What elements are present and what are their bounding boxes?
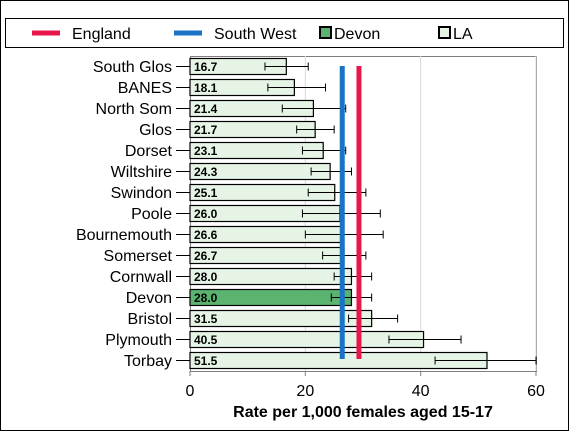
data-label: 28.0 xyxy=(194,270,218,284)
data-label: 26.0 xyxy=(194,207,218,221)
data-label: 26.7 xyxy=(194,249,218,263)
category-label: Cornwall xyxy=(110,269,172,286)
data-labels: 16.7 18.1 21.4 21.7 23.1 24.3 25.1 26.0 26.6 26.7… xyxy=(194,60,218,368)
category-label: North Som xyxy=(96,101,172,118)
legend: England South West Devon LA xyxy=(32,26,473,43)
data-label: 40.5 xyxy=(194,333,218,347)
category-label: Wiltshire xyxy=(111,164,172,181)
category-label: Bristol xyxy=(128,311,172,328)
category-label: BANES xyxy=(118,80,172,97)
data-label: 25.1 xyxy=(194,186,218,200)
data-label: 28.0 xyxy=(194,291,218,305)
category-label: Dorset xyxy=(125,143,173,160)
legend-label: LA xyxy=(453,26,473,43)
data-label: 21.4 xyxy=(194,102,218,116)
data-label: 23.1 xyxy=(194,144,218,158)
legend-label: South West xyxy=(214,26,297,43)
legend-label: Devon xyxy=(334,26,380,43)
data-label: 26.6 xyxy=(194,228,218,242)
legend-swatch xyxy=(319,26,332,39)
category-label: Somerset xyxy=(104,248,173,265)
x-axis-title: Rate per 1,000 females aged 15-17 xyxy=(233,404,493,421)
category-label: Bournemouth xyxy=(76,227,172,244)
category-label: South Glos xyxy=(93,59,172,76)
legend-box xyxy=(5,18,564,48)
data-label: 21.7 xyxy=(194,123,218,137)
legend-label: England xyxy=(72,26,131,43)
data-label: 24.3 xyxy=(194,165,218,179)
category-label: Swindon xyxy=(111,185,172,202)
category-labels: South Glos BANES North Som Glos Dorset Wiltsh… xyxy=(76,59,190,370)
x-tick-label: 40 xyxy=(412,383,430,400)
error-bars xyxy=(264,62,537,365)
data-label: 16.7 xyxy=(194,60,218,74)
data-label: 31.5 xyxy=(194,312,218,326)
data-label: 18.1 xyxy=(194,81,218,95)
x-tick-label: 20 xyxy=(296,383,314,400)
category-label: Devon xyxy=(126,290,172,307)
reference-lines xyxy=(339,66,362,359)
x-axis-ticks: 0 20 40 60 xyxy=(186,371,545,400)
category-label: Plymouth xyxy=(105,332,172,349)
x-tick-label: 60 xyxy=(527,383,545,400)
category-label: Torbay xyxy=(124,353,172,370)
legend-swatch xyxy=(438,26,451,39)
category-label: Poole xyxy=(131,206,172,223)
data-label: 51.5 xyxy=(194,354,218,368)
x-tick-label: 0 xyxy=(186,383,195,400)
category-label: Glos xyxy=(139,122,172,139)
